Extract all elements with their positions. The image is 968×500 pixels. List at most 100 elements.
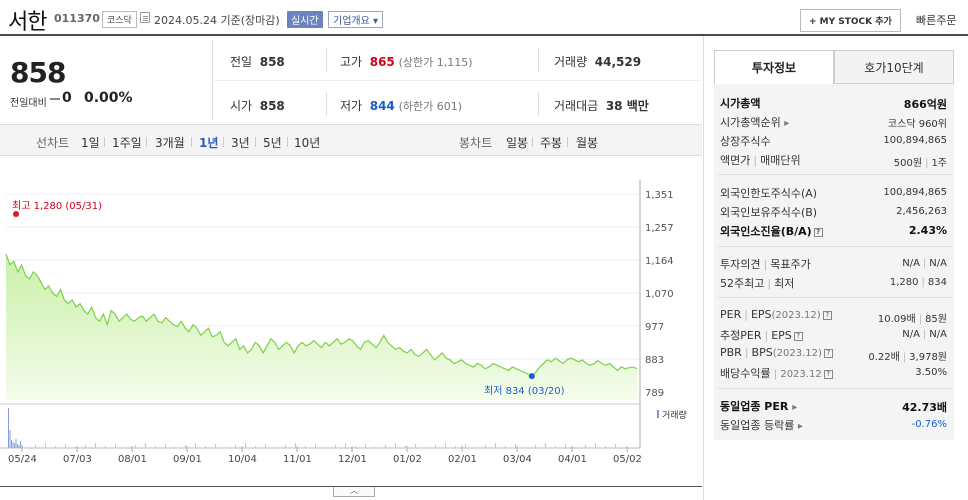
help-icon[interactable]: ? <box>793 331 803 341</box>
foreign-ratio-value: 2.43% <box>908 224 947 237</box>
tab-monthly[interactable]: 월봉 <box>576 136 599 150</box>
industry-per-label[interactable]: 동일업종 PER ▸ <box>720 400 798 413</box>
volume-bar <box>335 445 336 448</box>
volume-bar <box>385 445 386 448</box>
quick-order-link[interactable]: 빠른주문 <box>916 14 957 27</box>
flat-icon <box>50 98 60 100</box>
invest-info-body <box>714 84 954 440</box>
high-marker <box>13 211 19 217</box>
x-tick-label: 02/01 <box>448 454 477 465</box>
est-per-eps-label: 추정PER | EPS? <box>720 327 803 343</box>
tab-10y[interactable]: 10년 <box>294 136 321 150</box>
industry-change-label[interactable]: 동일업종 등락률 ▸ <box>720 419 803 432</box>
trade-amount: 거래대금 38 백만 <box>554 99 649 113</box>
volume-bar <box>515 444 516 448</box>
volume-bar <box>585 445 586 448</box>
volume-bar <box>65 444 66 448</box>
current-price: 858 <box>10 56 66 89</box>
volume-bar <box>485 445 486 448</box>
volume-bar <box>9 430 11 448</box>
industry-per-value: 42.73배 <box>902 401 947 414</box>
help-icon[interactable]: ? <box>813 227 823 237</box>
volume-bar <box>605 446 606 448</box>
tab-quote-10[interactable]: 호가10단계 <box>834 50 954 84</box>
volume-bar <box>17 444 18 448</box>
volume-bar <box>115 444 116 448</box>
dividend-value: 3.50% <box>915 367 947 378</box>
y-tick-label: 1,257 <box>645 223 674 234</box>
market-cap-label: 시가총액 <box>720 97 761 110</box>
tab-invest-info[interactable]: 투자정보 <box>714 50 834 84</box>
pbr-bps-value: 0.22배 | 3,978원 <box>868 352 947 363</box>
dividend-label: 배당수익률 | 2023.12? <box>720 365 833 381</box>
volume-bar <box>345 443 346 448</box>
volume-bar <box>8 408 9 448</box>
company-info-button[interactable]: 기업개요 ▾ <box>328 11 383 28</box>
header-divider <box>0 34 968 36</box>
volume-bar <box>565 444 566 448</box>
stock-name: 서한 <box>8 10 47 35</box>
help-icon[interactable]: ? <box>823 369 833 379</box>
price-area-fill <box>6 254 637 400</box>
volume-bar <box>545 443 546 448</box>
volume-bar <box>225 447 226 448</box>
volume-bar <box>21 445 23 448</box>
tab-1w[interactable]: 1주일 <box>112 136 142 150</box>
stock-code: 011370 <box>54 12 100 25</box>
y-tick-label: 1,164 <box>645 256 674 267</box>
volume-bar <box>325 447 326 448</box>
volume-bar <box>575 447 576 448</box>
volume-bar <box>555 446 556 448</box>
volume-bar <box>235 445 236 448</box>
realtime-button[interactable]: 실시간 <box>287 11 323 28</box>
volume-bar <box>375 447 376 448</box>
tab-daily[interactable]: 일봉 <box>506 136 529 150</box>
week52-value: 1,280 | 834 <box>889 277 947 288</box>
mystock-add-button[interactable]: + MY STOCK 추가 <box>800 9 901 32</box>
volume-bar <box>495 443 496 448</box>
volume-bar <box>135 445 136 448</box>
help-icon[interactable]: ? <box>823 348 833 358</box>
volume-bar <box>175 447 176 448</box>
market-cap-rank-label[interactable]: 시가총액순위 ▸ <box>720 116 790 129</box>
market-badge: 코스닥 <box>102 11 137 28</box>
y-tick-label: 883 <box>645 355 664 366</box>
volume-bar <box>125 447 126 448</box>
calendar-icon <box>140 12 150 23</box>
volume-bar <box>445 443 446 448</box>
volume-legend-swatch <box>657 410 659 418</box>
low-label: 최저 834 (03/20) <box>484 385 565 397</box>
volume-bar <box>245 443 246 448</box>
volume-bar <box>12 442 14 448</box>
tab-5y[interactable]: 5년 <box>263 136 282 150</box>
tab-1d[interactable]: 1일 <box>81 136 100 150</box>
tab-weekly[interactable]: 주봉 <box>540 136 563 150</box>
volume-bar <box>315 444 316 448</box>
foreign-ratio-label[interactable]: 외국인소진율(B/A)? <box>720 223 823 239</box>
volume-bar <box>355 446 356 448</box>
prev-close: 전일 858 <box>230 55 285 69</box>
volume-bar <box>455 446 456 448</box>
opinion-target-value: N/A | N/A <box>902 258 947 269</box>
x-tick-label: 08/01 <box>118 454 147 465</box>
volume-bar <box>475 447 476 448</box>
volume-bar <box>15 439 17 448</box>
volume-bar <box>505 446 506 448</box>
foreign-hold-label: 외국인보유주식수(B) <box>720 206 818 219</box>
tab-1y[interactable]: 1년 <box>199 136 219 150</box>
volume-bar <box>365 444 366 448</box>
help-icon[interactable]: ? <box>822 310 832 320</box>
tab-3m[interactable]: 3개월 <box>155 136 185 150</box>
open-price: 시가 858 <box>230 99 285 113</box>
x-tick-label: 05/24 <box>8 454 37 465</box>
volume-bar <box>85 445 86 448</box>
volume-bar <box>215 444 216 448</box>
low-price: 저가 844 (하한가 601) <box>340 99 463 113</box>
tab-3y[interactable]: 3년 <box>231 136 250 150</box>
x-tick-label: 03/04 <box>503 454 532 465</box>
base-date: 2024.05.24 기준(장마감) <box>154 14 280 27</box>
volume-bar <box>435 445 436 448</box>
per-eps-value: 10.09배 | 85원 <box>877 314 947 325</box>
collapse-button[interactable]: ︿ <box>333 487 375 497</box>
price-chart[interactable]: 1,351 1,257 1,164 1,070 977 883 789 05/24 07/03… <box>0 160 702 470</box>
